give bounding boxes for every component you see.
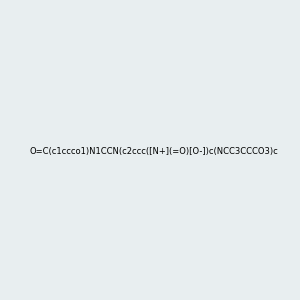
Text: O=C(c1ccco1)N1CCN(c2ccc([N+](=O)[O-])c(NCC3CCCO3)c: O=C(c1ccco1)N1CCN(c2ccc([N+](=O)[O-])c(N… [29, 147, 278, 156]
